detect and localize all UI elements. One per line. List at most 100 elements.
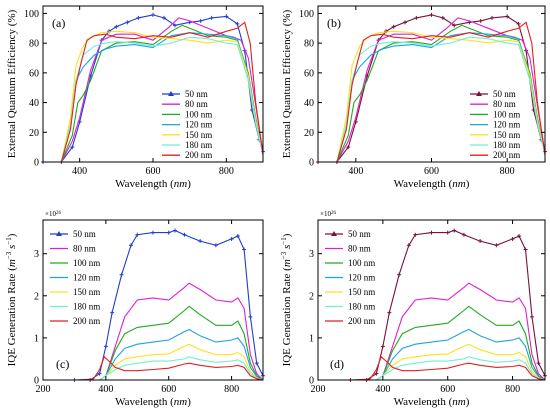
legend-label: 120 nm xyxy=(348,273,375,283)
x-axis-title-text: Wavelength ( xyxy=(394,178,453,190)
y-tick-label: 1 xyxy=(34,333,39,344)
x-axis-title-unit: nm xyxy=(452,396,466,408)
y-axis-title-close: ) xyxy=(6,233,18,237)
y-tick-label: 2 xyxy=(309,291,314,302)
y-tick-label: 20 xyxy=(304,128,314,139)
series-line-120-nm xyxy=(43,32,264,163)
y-axis-title: IQE Generation Rate (m−3 s−1) xyxy=(5,233,18,366)
legend-label: 200 nm xyxy=(185,150,212,160)
y-tick-label: 40 xyxy=(29,98,39,109)
x-axis-title-unit: nm xyxy=(174,396,188,408)
y-multiplier-label: ×1026 xyxy=(45,210,61,218)
data-point-marker xyxy=(135,232,140,237)
y-axis-title-unit: m xyxy=(281,259,293,267)
legend-label: 50 nm xyxy=(348,229,371,239)
data-point-marker xyxy=(505,14,510,19)
data-point-marker xyxy=(125,20,130,25)
y-tick-label: 0 xyxy=(309,158,314,169)
y-tick-label: 0 xyxy=(34,376,39,387)
data-point-marker xyxy=(413,232,418,237)
y-tick-label: 40 xyxy=(304,98,314,109)
data-point-marker xyxy=(213,243,218,248)
data-point-marker xyxy=(248,314,253,319)
data-point-marker xyxy=(429,12,434,17)
data-point-marker xyxy=(445,230,450,235)
x-axis-title-text: Wavelength ( xyxy=(394,396,453,408)
legend-label: 100 nm xyxy=(185,109,212,119)
legend-label: 180 nm xyxy=(73,302,100,312)
series-line-50-nm xyxy=(74,229,264,381)
data-point-marker xyxy=(478,239,483,244)
legend-label: 200 nm xyxy=(73,316,100,326)
series-line-100-nm xyxy=(74,305,264,381)
x-axis-title: Wavelength (nm) xyxy=(115,396,191,408)
data-point-marker xyxy=(478,18,483,23)
series-line-120-nm xyxy=(74,328,264,381)
legend-label: 80 nm xyxy=(73,244,96,254)
x-axis-title: Wavelength (nm) xyxy=(394,396,470,408)
panel-label: (b) xyxy=(327,16,341,30)
panel-label: (a) xyxy=(52,16,65,30)
series-line-80-nm xyxy=(350,282,546,381)
data-point-marker xyxy=(452,23,457,28)
data-point-marker xyxy=(182,232,187,237)
y-axis-title-text: IQE Generation Rate ( xyxy=(6,267,18,367)
legend-label: 100 nm xyxy=(348,258,375,268)
data-point-marker xyxy=(403,20,408,25)
series-line-150-nm xyxy=(43,30,264,163)
data-point-marker xyxy=(490,15,495,20)
panel-label: (c) xyxy=(56,357,69,371)
data-point-marker xyxy=(136,15,141,20)
data-point-marker xyxy=(209,15,214,20)
x-axis-title: Wavelength (nm) xyxy=(394,178,470,190)
y-multiplier-base: ×10 xyxy=(320,210,331,218)
y-tick-label: 2 xyxy=(34,291,39,302)
y-tick-label: 3 xyxy=(34,249,39,260)
x-tick-label: 800 xyxy=(500,166,515,177)
y-tick-label: 20 xyxy=(29,128,39,139)
legend-label: 180 nm xyxy=(185,140,212,150)
x-tick-label: 600 xyxy=(440,384,455,395)
y-tick-label: 3 xyxy=(309,249,314,260)
series-line-80-nm xyxy=(43,17,264,163)
data-point-marker xyxy=(517,234,522,238)
x-tick-label: 400 xyxy=(375,384,390,395)
data-point-marker xyxy=(224,14,229,19)
y-axis-title: IQE Generation Rate (m−3 s−1) xyxy=(280,233,293,366)
legend-label: 80 nm xyxy=(348,244,371,254)
x-tick-label: 800 xyxy=(219,166,234,177)
y-tick-label: 80 xyxy=(304,39,314,50)
data-point-marker xyxy=(397,272,402,277)
legend-label: 120 nm xyxy=(493,120,520,130)
panel-a: 400 600 800 0 20 40 60 80 100 Wavelength (nm) Exte… xyxy=(6,5,265,190)
legend-label: 120 nm xyxy=(185,120,212,130)
y-multiplier-exp: 26 xyxy=(331,211,337,216)
y-tick-label: 100 xyxy=(299,9,314,20)
y-axis-title-exp: −3 xyxy=(5,251,13,259)
data-point-marker xyxy=(494,243,499,248)
legend-label: 120 nm xyxy=(73,273,100,283)
y-axis-title-unit: m xyxy=(6,259,18,267)
x-tick-label: 400 xyxy=(72,166,87,177)
y-axis-title-exp: −1 xyxy=(5,237,13,245)
legend-label: 180 nm xyxy=(348,302,375,312)
data-point-marker xyxy=(384,29,389,34)
x-axis-title-close: ) xyxy=(187,396,191,408)
series-line-100-nm xyxy=(350,305,546,381)
x-axis-title: Wavelength (nm) xyxy=(115,178,191,190)
legend-label: 150 nm xyxy=(73,287,100,297)
series-line-200-nm xyxy=(318,21,546,163)
x-tick-label: 800 xyxy=(505,384,520,395)
x-tick-label: 600 xyxy=(161,384,176,395)
legend-label: 50 nm xyxy=(185,89,208,99)
data-point-marker xyxy=(242,247,247,252)
data-point-marker xyxy=(151,12,155,17)
legend-label: 50 nm xyxy=(493,89,516,99)
data-point-marker xyxy=(452,228,457,233)
x-tick-label: 200 xyxy=(36,384,51,395)
data-point-marker xyxy=(516,21,521,26)
x-axis-title-close: ) xyxy=(466,396,470,408)
data-point-marker xyxy=(107,29,111,34)
x-tick-label: 600 xyxy=(146,166,161,177)
